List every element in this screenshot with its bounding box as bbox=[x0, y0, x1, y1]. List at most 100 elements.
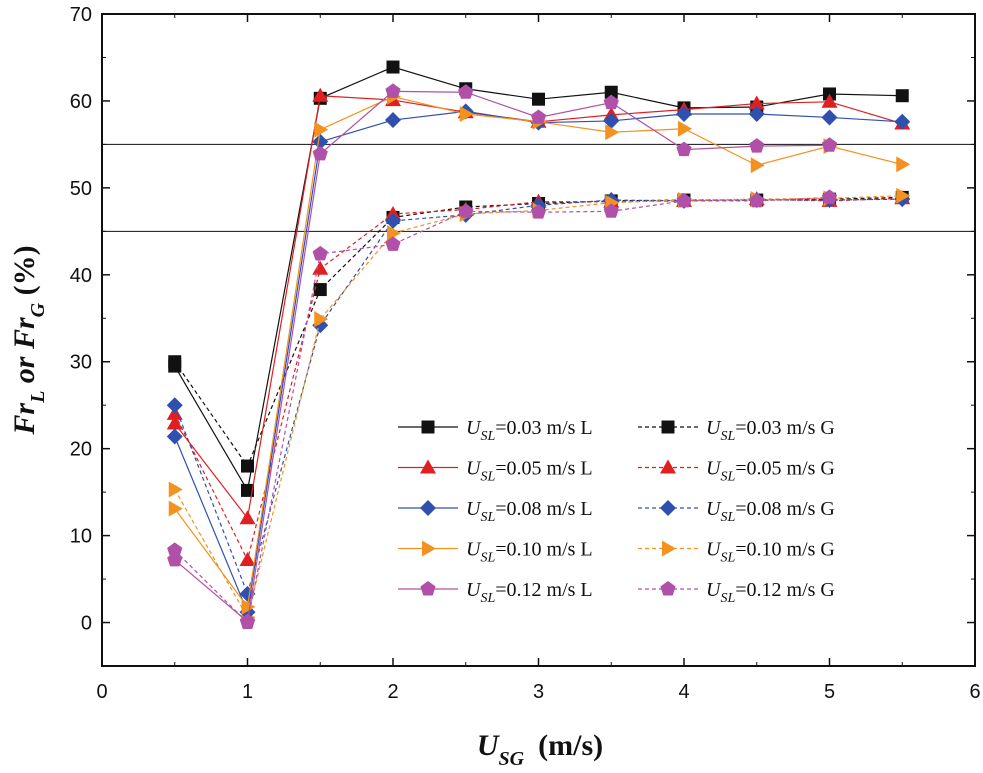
data-point bbox=[314, 121, 329, 138]
x-axis-title-main: U bbox=[477, 729, 500, 762]
x-tick-label: 6 bbox=[969, 681, 980, 703]
legend-label-sub: SL bbox=[720, 470, 735, 485]
legend-item-3: USL=0.05 m/s G bbox=[638, 458, 835, 485]
legend-label-sub: SL bbox=[480, 470, 495, 485]
x-tick-label: 4 bbox=[678, 681, 689, 703]
data-point bbox=[241, 598, 256, 615]
data-point bbox=[312, 145, 328, 161]
data-point bbox=[678, 120, 692, 137]
data-point bbox=[749, 138, 765, 153]
data-point bbox=[167, 551, 183, 567]
legend-label-main: U bbox=[466, 579, 482, 601]
data-point bbox=[312, 245, 328, 261]
legend-label: USL=0.08 m/s L bbox=[466, 498, 593, 525]
data-point bbox=[748, 105, 765, 122]
y-tick-label: 30 bbox=[70, 352, 92, 374]
data-point bbox=[239, 613, 256, 629]
data-point bbox=[387, 225, 401, 242]
data-point bbox=[312, 87, 329, 102]
data-point bbox=[312, 133, 329, 150]
y-tick-label: 70 bbox=[70, 4, 92, 26]
data-point bbox=[166, 397, 183, 414]
data-point bbox=[241, 483, 254, 497]
y-tick-label: 60 bbox=[70, 91, 92, 113]
legend-item-2: USL=0.05 m/s L bbox=[398, 458, 593, 485]
series-8 bbox=[167, 83, 838, 629]
legend-item-6: USL=0.10 m/s L bbox=[398, 539, 593, 566]
data-point bbox=[459, 105, 474, 122]
legend-marker bbox=[660, 500, 676, 516]
data-point bbox=[166, 428, 183, 445]
data-point bbox=[385, 83, 401, 98]
y-axis-title-or: or bbox=[8, 349, 41, 391]
series-line bbox=[174, 196, 903, 468]
data-point bbox=[895, 89, 909, 103]
legend-marker bbox=[422, 540, 436, 557]
legend-label: USL=0.03 m/s L bbox=[466, 417, 593, 444]
legend-label-rest: =0.05 m/s L bbox=[495, 458, 592, 480]
x-axis-title-unit: (m/s) bbox=[538, 729, 603, 762]
legend-label-sub: SL bbox=[480, 591, 495, 606]
data-point bbox=[239, 551, 256, 566]
data-point bbox=[603, 112, 620, 129]
legend-label: USL=0.08 m/s G bbox=[706, 498, 835, 525]
legend-label: USL=0.03 m/s G bbox=[706, 417, 835, 444]
series-line bbox=[174, 90, 830, 623]
legend-label-main: U bbox=[706, 458, 722, 480]
legend-label-main: U bbox=[466, 417, 482, 439]
data-point bbox=[821, 93, 838, 108]
legend-marker bbox=[660, 581, 676, 596]
x-tick-label: 1 bbox=[242, 681, 253, 703]
legend-label: USL=0.12 m/s G bbox=[706, 579, 835, 606]
y-axis-title-fr2: Fr bbox=[8, 317, 41, 350]
data-point bbox=[603, 94, 619, 110]
series-6 bbox=[168, 88, 911, 615]
data-point bbox=[530, 109, 547, 124]
series-line bbox=[174, 198, 903, 596]
data-point bbox=[603, 203, 619, 218]
series-layer bbox=[166, 60, 911, 630]
legend-label-sub: SL bbox=[720, 551, 735, 566]
data-point bbox=[676, 192, 692, 208]
y-tick-label: 50 bbox=[70, 178, 92, 200]
legend-label-main: U bbox=[466, 539, 482, 561]
y-tick-label: 20 bbox=[70, 439, 92, 461]
legend-label-rest: =0.10 m/s G bbox=[735, 539, 835, 561]
data-point bbox=[821, 189, 838, 204]
legend-label-main: U bbox=[466, 458, 482, 480]
legend-label-sub: SL bbox=[480, 510, 495, 525]
legend-marker bbox=[662, 540, 676, 557]
data-point bbox=[168, 481, 183, 498]
legend-label: USL=0.12 m/s L bbox=[466, 579, 593, 606]
data-point bbox=[458, 203, 474, 218]
legend-item-1: USL=0.03 m/s G bbox=[638, 417, 835, 444]
legend-label-main: U bbox=[706, 417, 722, 439]
legend-label-main: U bbox=[706, 539, 722, 561]
x-axis-title: USG (m/s) bbox=[477, 729, 603, 770]
legend-marker bbox=[420, 581, 436, 596]
legend-item-4: USL=0.08 m/s L bbox=[398, 498, 593, 525]
legend-marker bbox=[661, 420, 675, 434]
data-point bbox=[750, 157, 765, 174]
legend-marker bbox=[420, 459, 436, 474]
legend-label-sub: SL bbox=[480, 551, 495, 566]
legend-label-rest: =0.05 m/s G bbox=[735, 458, 835, 480]
legend-marker bbox=[421, 420, 435, 434]
data-point bbox=[604, 85, 618, 99]
data-point bbox=[314, 311, 329, 328]
data-point bbox=[605, 124, 620, 141]
series-line bbox=[174, 95, 903, 520]
data-point bbox=[239, 510, 256, 525]
data-point bbox=[748, 95, 765, 110]
legend-label-main: U bbox=[466, 498, 482, 520]
y-tick-label: 0 bbox=[81, 613, 92, 635]
legend-item-8: USL=0.12 m/s L bbox=[398, 579, 593, 606]
legend-label-rest: =0.03 m/s L bbox=[495, 417, 592, 439]
x-tick-label: 3 bbox=[533, 681, 544, 703]
legend-marker bbox=[660, 459, 676, 474]
x-tick-label: 5 bbox=[824, 681, 835, 703]
legend-label-rest: =0.08 m/s G bbox=[735, 498, 835, 520]
